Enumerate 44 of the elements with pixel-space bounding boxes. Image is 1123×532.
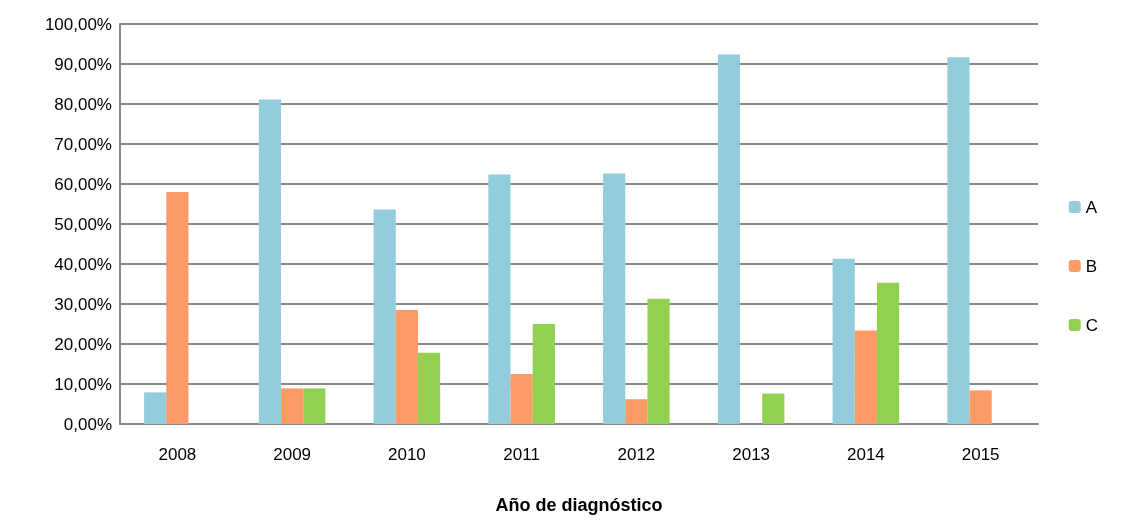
bar [854,330,877,424]
bar [603,173,626,424]
x-tick-label: 2008 [158,445,197,464]
y-tick-label: 70,00% [54,134,112,154]
x-tick-label: 2015 [961,445,1000,464]
y-tick-label: 0,00% [63,414,112,434]
y-tick-label: 30,00% [54,294,112,314]
bar [395,310,418,424]
bar [647,298,670,424]
legend-label: B [1085,256,1098,276]
bar [166,192,189,424]
x-tick-label: 2010 [387,445,426,464]
legend-label: C [1085,315,1098,335]
x-tick-label: 2009 [273,445,312,464]
x-tick-label: 2011 [503,445,540,464]
bar [281,388,304,424]
bar [832,258,855,424]
y-tick-label: 90,00% [54,54,112,74]
y-tick-label: 80,00% [54,94,112,114]
bar [947,57,970,424]
y-tick-label: 60,00% [54,174,112,194]
bar [303,388,326,424]
bar [532,324,555,424]
bar [144,392,167,424]
bar [417,352,441,424]
bar [876,282,900,424]
bar [625,399,648,424]
x-tick-label: 2014 [846,445,885,464]
y-tick-label: 20,00% [54,334,112,354]
y-tick-label: 40,00% [54,254,112,274]
bar [969,390,992,424]
x-axis-title: Año de diagnóstico [495,495,663,515]
bar [762,393,785,424]
x-tick-label: 2012 [617,445,656,464]
y-tick-label: 50,00% [54,214,112,234]
y-tick-label: 100,00% [44,14,112,34]
bar [717,54,741,424]
bar [488,174,511,424]
legend-label: A [1085,197,1098,217]
y-tick-label: 10,00% [54,374,112,394]
bar [510,374,533,424]
bar [258,99,282,424]
bar [373,209,396,424]
x-tick-label: 2013 [732,445,771,464]
